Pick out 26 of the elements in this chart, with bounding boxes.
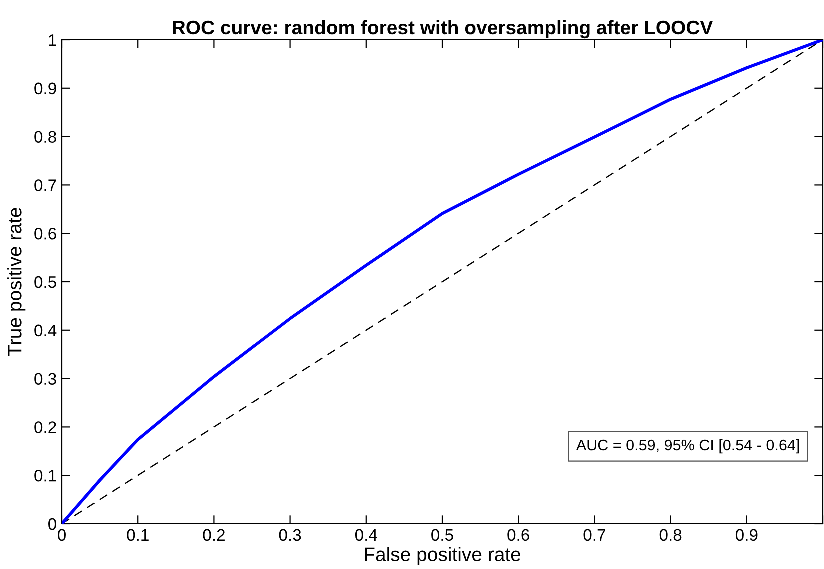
x-tick-label: 0.1	[127, 529, 149, 542]
x-tick-label: 0.2	[203, 529, 225, 542]
x-tick-label: 0.8	[660, 529, 682, 542]
y-tick-label: 0	[48, 518, 56, 530]
x-tick-label: 0.9	[736, 529, 758, 542]
x-tick-label: 0	[58, 529, 66, 542]
annotation: AUC = 0.59, 95% CI [0.54 - 0.64]	[576, 439, 800, 454]
y-tick-label: 1	[49, 34, 56, 46]
x-axis-title: False positive rate	[365, 547, 521, 566]
x-tick-label: 0.6	[508, 529, 530, 542]
chart-title: ROC curve: random forest with oversampling after LOOCV	[173, 20, 714, 39]
y-axis-title: True positive rate	[8, 208, 26, 356]
y-tick-label: 0.8	[34, 131, 56, 144]
line-series	[62, 40, 823, 524]
y-tick-label: 0.4	[34, 324, 57, 337]
y-tick-label: 0.3	[34, 373, 56, 386]
y-tick-label: 0.5	[34, 276, 56, 288]
y-tick-label: 0.1	[34, 470, 56, 482]
y-tick-label: 0.2	[34, 422, 56, 434]
y-tick-label: 0.7	[34, 180, 56, 192]
y-tick-label: 0.9	[34, 82, 56, 95]
x-tick-label: 0.3	[279, 529, 302, 542]
x-tick-label: 0.5	[432, 529, 454, 542]
x-tick-label: 0.7	[584, 529, 606, 542]
y-tick-label: 0.6	[34, 228, 56, 240]
x-tick-label: 0.4	[355, 529, 378, 542]
